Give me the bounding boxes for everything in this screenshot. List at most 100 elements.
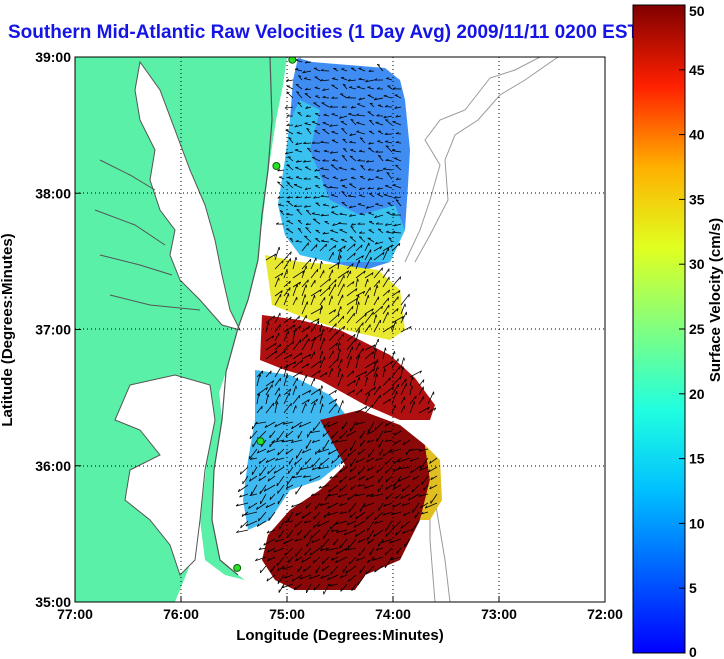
- velocity-arrow-head: [278, 203, 282, 206]
- velocity-arrow: [314, 150, 321, 153]
- velocity-arrow: [366, 511, 375, 520]
- velocity-arrow: [337, 306, 342, 315]
- velocity-arrow-head: [412, 477, 415, 481]
- velocity-arrow-head: [305, 222, 309, 226]
- velocity-arrow: [366, 529, 375, 541]
- velocity-arrow: [274, 324, 281, 333]
- velocity-arrow-head: [301, 450, 305, 454]
- velocity-arrow-head: [374, 517, 376, 521]
- velocity-arrow: [376, 63, 384, 72]
- velocity-arrow: [314, 502, 321, 510]
- velocity-arrow-head: [356, 113, 360, 116]
- velocity-arrow: [355, 493, 366, 497]
- velocity-arrow-head: [298, 424, 302, 428]
- velocity-arrow-head: [313, 525, 315, 529]
- velocity-arrow-head: [282, 422, 286, 425]
- velocity-arrow: [337, 325, 346, 333]
- velocity-arrow-head: [277, 568, 280, 572]
- velocity-arrow: [313, 511, 321, 520]
- velocity-arrow: [319, 337, 325, 351]
- velocity-arrow: [346, 430, 357, 437]
- velocity-arrow-head: [241, 513, 244, 517]
- velocity-arrow: [349, 86, 357, 90]
- velocity-arrow: [349, 511, 357, 519]
- velocity-arrow: [383, 502, 393, 507]
- velocity-arrow-head: [373, 361, 376, 365]
- velocity-arrow: [322, 232, 330, 235]
- velocity-arrow-head: [296, 159, 299, 163]
- velocity-arrow: [340, 121, 348, 126]
- velocity-arrow-head: [314, 168, 318, 172]
- colorbar: [632, 4, 686, 654]
- velocity-arrow: [283, 287, 291, 297]
- velocity-arrow: [267, 475, 276, 482]
- velocity-arrow-head: [371, 308, 374, 312]
- velocity-arrow: [393, 457, 402, 465]
- velocity-arrow-head: [331, 435, 333, 439]
- velocity-arrow: [337, 223, 348, 225]
- velocity-arrow: [355, 376, 360, 387]
- velocity-arrow-head: [306, 334, 308, 338]
- velocity-arrow-head: [249, 478, 252, 482]
- velocity-arrow: [341, 239, 348, 243]
- velocity-arrow-head: [430, 476, 433, 480]
- velocity-arrow-head: [334, 398, 338, 402]
- velocity-arrow-head: [284, 520, 288, 523]
- velocity-arrow: [274, 260, 284, 270]
- velocity-arrow: [310, 388, 321, 396]
- velocity-arrow-head: [372, 351, 375, 355]
- velocity-arrow: [318, 448, 330, 453]
- velocity-arrow-head: [350, 223, 354, 226]
- velocity-arrow: [283, 574, 294, 579]
- velocity-arrow: [328, 350, 334, 360]
- velocity-arrow: [258, 457, 267, 465]
- velocity-arrow-head: [384, 470, 387, 474]
- velocity-arrow-head: [319, 503, 323, 506]
- velocity-arrow: [310, 318, 320, 324]
- velocity-arrow-head: [385, 496, 388, 500]
- velocity-arrow-head: [367, 541, 370, 545]
- velocity-arrow: [296, 160, 303, 163]
- colorbar-tick-label: 30: [689, 256, 705, 272]
- velocity-arrow: [303, 565, 312, 573]
- velocity-arrow: [322, 204, 330, 207]
- velocity-arrow: [312, 556, 321, 564]
- x-tick-label: 75:00: [269, 606, 305, 622]
- velocity-arrow: [330, 565, 339, 575]
- velocity-arrow: [373, 267, 383, 279]
- velocity-arrow: [419, 466, 429, 471]
- velocity-arrow-head: [315, 244, 318, 248]
- velocity-arrow-head: [261, 370, 264, 374]
- velocity-arrow-head: [299, 325, 302, 329]
- velocity-arrow-head: [321, 568, 324, 572]
- velocity-arrow: [394, 157, 402, 162]
- velocity-arrow-head: [400, 495, 403, 499]
- velocity-arrow: [301, 403, 307, 414]
- velocity-arrow-head: [388, 237, 392, 240]
- velocity-arrow-head: [291, 578, 294, 582]
- velocity-arrow-head: [367, 294, 370, 299]
- velocity-arrow-head: [304, 122, 308, 124]
- velocity-arrow: [310, 377, 315, 387]
- velocity-arrow-head: [349, 214, 352, 217]
- velocity-arrow-head: [297, 219, 302, 222]
- velocity-arrow-head: [366, 376, 369, 381]
- velocity-arrow: [382, 361, 393, 369]
- velocity-arrow-head: [375, 348, 378, 352]
- velocity-arrow: [331, 457, 339, 464]
- velocity-arrow: [343, 148, 348, 153]
- velocity-arrow: [357, 448, 366, 456]
- velocity-arrow: [274, 421, 285, 428]
- velocity-arrow: [333, 68, 339, 72]
- velocity-arrow: [372, 556, 384, 561]
- velocity-arrow-head: [349, 86, 353, 88]
- velocity-arrow-head: [311, 141, 315, 144]
- velocity-arrow: [364, 256, 372, 270]
- velocity-arrow: [346, 379, 356, 387]
- velocity-arrow-head: [367, 278, 369, 283]
- velocity-arrow-head: [393, 196, 397, 199]
- velocity-arrow: [373, 305, 383, 315]
- velocity-arrow: [423, 484, 429, 491]
- velocity-arrow: [395, 529, 402, 536]
- velocity-arrow-head: [394, 106, 398, 109]
